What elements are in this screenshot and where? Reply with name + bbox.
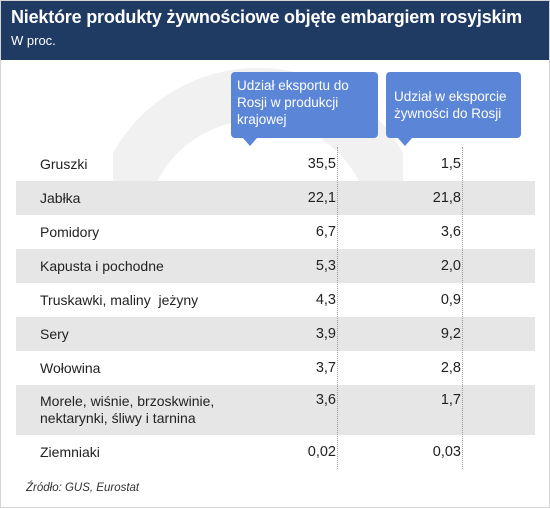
table-row: Truskawki, maliny jeżyny 4,3 0,9 <box>16 283 535 317</box>
export-share-value: 3,9 <box>315 326 336 342</box>
food-export-share-value: 0,03 <box>432 444 461 460</box>
table-row: Ziemniaki 0,02 0,03 <box>16 435 535 469</box>
table-row: Jabłka 22,1 21,8 <box>16 181 535 215</box>
data-table: Gruszki 35,5 1,5 Jabłka 22,1 21,8 Pomido… <box>16 147 535 469</box>
product-name: Jabłka <box>40 189 81 206</box>
callout-arrow-icon <box>243 138 257 146</box>
product-name: Kapusta i pochodne <box>40 257 164 274</box>
table-row: Wołowina 3,7 2,8 <box>16 351 535 385</box>
table-row: Kapusta i pochodne 5,3 2,0 <box>16 249 535 283</box>
food-export-share-value: 1,5 <box>440 156 461 172</box>
export-share-value: 6,7 <box>315 224 336 240</box>
chart-title: Niektóre produkty żywnościowe objęte emb… <box>11 7 522 27</box>
callout-arrow-icon <box>398 138 412 146</box>
export-share-value: 3,7 <box>315 360 336 376</box>
product-name: Sery <box>40 325 69 342</box>
export-share-value: 4,3 <box>315 292 336 308</box>
source-note: Źródło: GUS, Eurostat <box>26 482 140 494</box>
product-name: Truskawki, maliny jeżyny <box>40 291 199 308</box>
column-header-food-export-share: Udział w eksporcie żywności do Rosji <box>386 72 521 146</box>
food-export-share-value: 1,7 <box>440 392 461 408</box>
product-name: Gruszki <box>40 155 88 172</box>
product-name: Ziemniaki <box>40 443 100 460</box>
food-export-share-value: 2,8 <box>440 360 461 376</box>
table-row: Sery 3,9 9,2 <box>16 317 535 351</box>
export-share-value: 22,1 <box>307 190 336 206</box>
food-export-share-value: 0,9 <box>440 292 461 308</box>
table-row: Gruszki 35,5 1,5 <box>16 147 535 181</box>
column-header-export-share: Udział eksportu do Rosji w produkcji kra… <box>231 72 378 146</box>
table-row: Pomidory 6,7 3,6 <box>16 215 535 249</box>
food-export-share-value: 3,6 <box>440 224 461 240</box>
food-export-share-value: 21,8 <box>432 190 461 206</box>
column-header-export-share-label: Udział eksportu do Rosji w produkcji kra… <box>237 78 349 127</box>
food-export-share-value: 9,2 <box>440 326 461 342</box>
product-name: Wołowina <box>40 359 101 376</box>
column-header-food-export-share-label: Udział w eksporcie żywności do Rosji <box>394 89 507 121</box>
export-share-value: 0,02 <box>307 444 336 460</box>
chart-subtitle: W proc. <box>11 33 56 48</box>
export-share-value: 5,3 <box>315 258 336 274</box>
export-share-value: 3,6 <box>315 392 336 408</box>
export-share-value: 35,5 <box>307 156 336 172</box>
table-row: Morele, wiśnie, brzoskwinie, nektarynki,… <box>16 385 535 435</box>
column-divider <box>462 147 463 469</box>
title-bar: Niektóre produkty żywnościowe objęte emb… <box>1 1 549 60</box>
product-name: Pomidory <box>40 223 100 240</box>
food-export-share-value: 2,0 <box>440 258 461 274</box>
product-name: Morele, wiśnie, brzoskwinie, nektarynki,… <box>40 393 215 426</box>
column-divider <box>337 147 338 469</box>
